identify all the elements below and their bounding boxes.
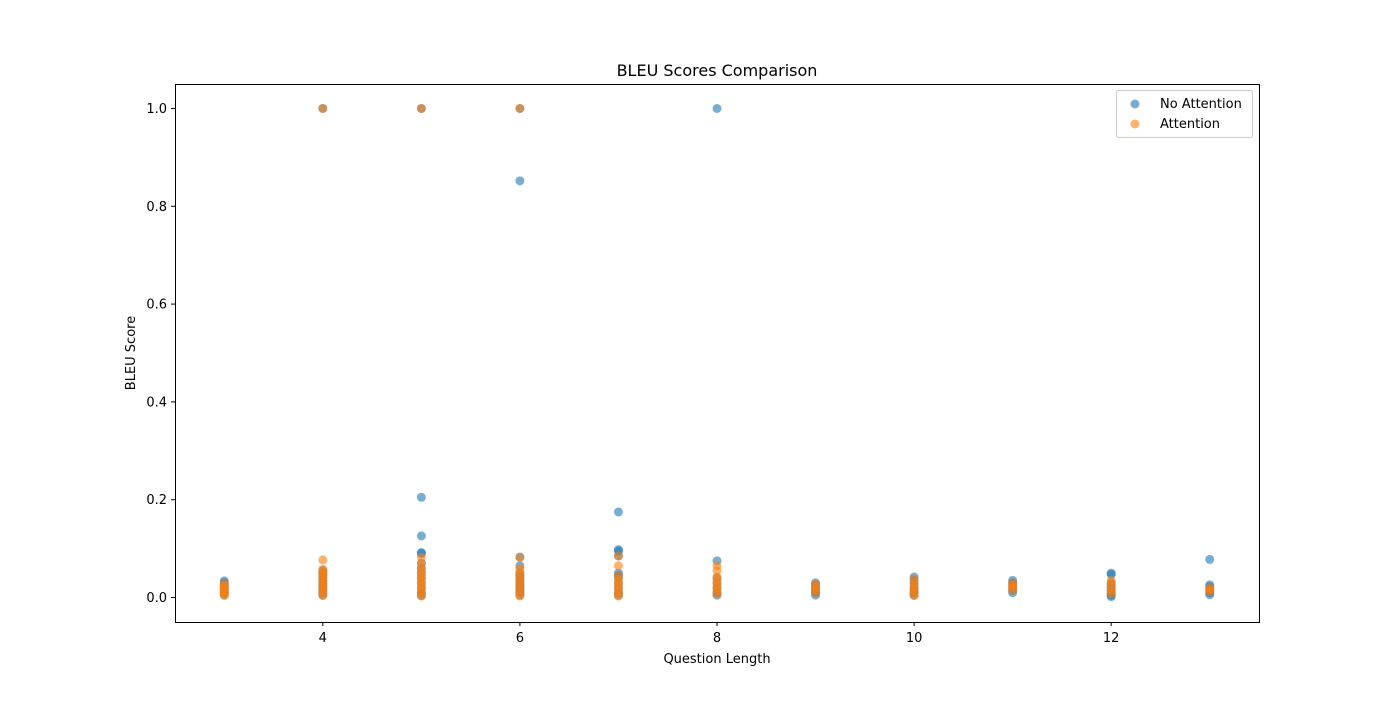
y-axis-label: BLEU Score — [124, 316, 139, 390]
data-point — [416, 492, 426, 502]
legend: No Attention Attention — [1116, 90, 1253, 138]
data-point — [712, 566, 722, 576]
data-point — [416, 103, 426, 113]
data-point — [318, 555, 328, 565]
y-tick-label: 0.2 — [146, 493, 167, 508]
y-tick-label: 1.0 — [146, 102, 167, 117]
data-point — [712, 103, 722, 113]
data-point — [318, 591, 328, 601]
x-tick-label: 4 — [319, 631, 327, 646]
data-point — [515, 103, 525, 113]
y-tick-label: 0.8 — [146, 200, 167, 215]
data-point — [1205, 587, 1215, 597]
data-point — [219, 591, 229, 601]
legend-box — [1116, 90, 1253, 138]
legend-label-no-attention: No Attention — [1160, 97, 1242, 112]
x-tick-label: 8 — [713, 631, 721, 646]
data-point — [909, 591, 919, 601]
data-point — [416, 531, 426, 541]
series-attention — [219, 103, 1215, 601]
data-point — [613, 551, 623, 561]
x-tick-label: 12 — [1103, 631, 1120, 646]
data-point — [515, 552, 525, 562]
legend-label-attention: Attention — [1160, 117, 1220, 132]
data-point — [318, 103, 328, 113]
data-point — [613, 561, 623, 571]
data-point — [1008, 585, 1018, 595]
data-point — [515, 591, 525, 601]
chart-title: BLEU Scores Comparison — [617, 61, 818, 80]
y-axis-ticks: 0.0 0.2 0.4 0.6 0.8 1.0 — [146, 102, 175, 606]
data-point — [416, 591, 426, 601]
y-tick-label: 0.4 — [146, 395, 167, 410]
data-point — [712, 589, 722, 599]
data-point — [1205, 554, 1215, 564]
x-axis-label: Question Length — [663, 652, 770, 667]
data-point — [1106, 589, 1116, 599]
x-tick-label: 6 — [516, 631, 524, 646]
data-point — [613, 507, 623, 517]
legend-marker-attention — [1130, 119, 1140, 129]
plot-frame — [175, 84, 1260, 623]
data-point — [613, 591, 623, 601]
data-point — [811, 588, 821, 598]
x-tick-label: 10 — [906, 631, 923, 646]
x-axis-ticks: 4 6 8 10 12 — [319, 622, 1120, 646]
y-tick-label: 0.0 — [146, 591, 167, 606]
data-points — [219, 103, 1215, 602]
data-point — [515, 176, 525, 186]
legend-marker-no-attention — [1130, 99, 1140, 109]
y-tick-label: 0.6 — [146, 298, 167, 313]
